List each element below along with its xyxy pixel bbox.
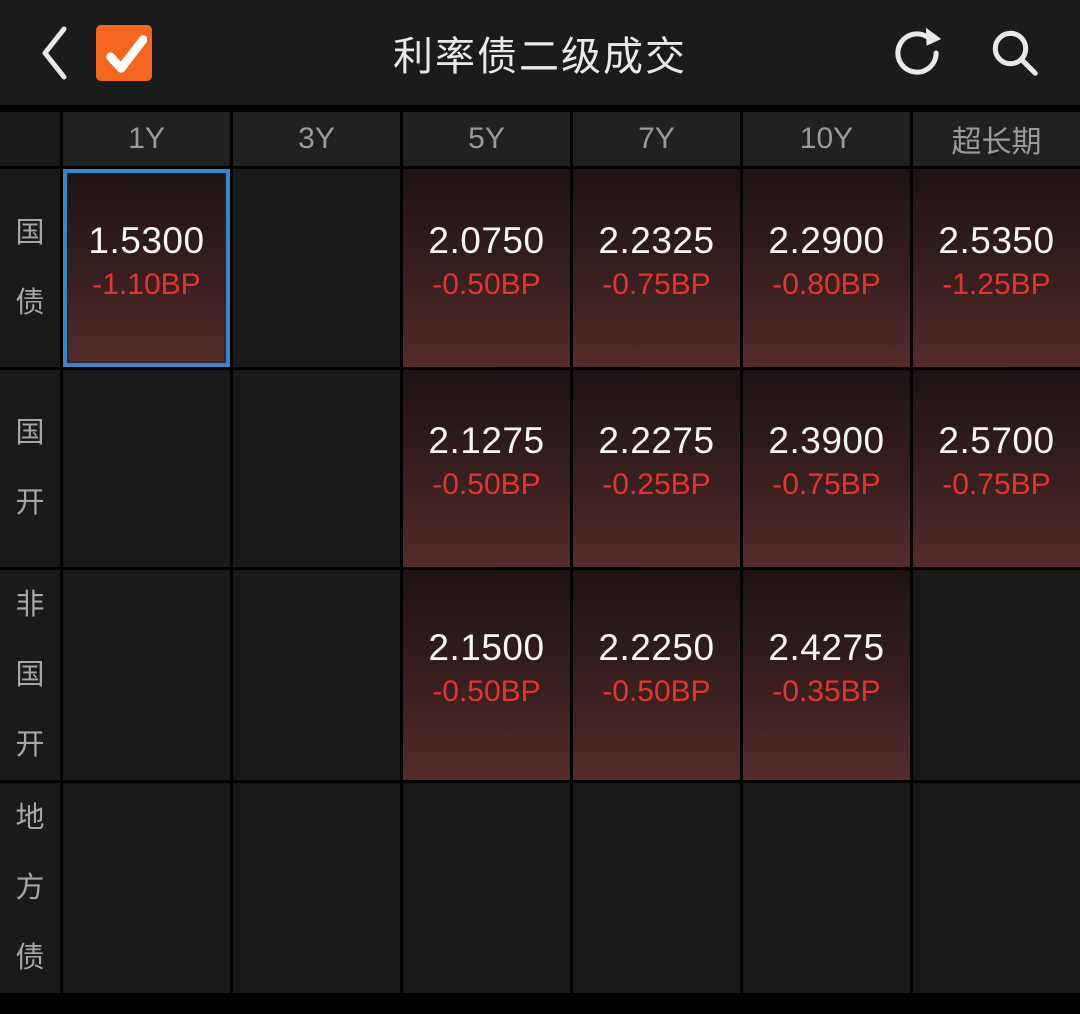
corner-cell bbox=[0, 112, 60, 166]
cell-guozhai-7y[interactable]: 2.2325 -0.75BP bbox=[573, 169, 740, 367]
bp-change: -0.50BP bbox=[432, 468, 541, 502]
bp-change: -0.75BP bbox=[602, 267, 711, 301]
yield-value: 2.2250 bbox=[598, 627, 715, 668]
yield-value: 2.3900 bbox=[768, 420, 885, 462]
cell-difangzhai-ultra-long[interactable] bbox=[913, 783, 1080, 993]
bp-change: -0.50BP bbox=[432, 675, 541, 708]
column-header-1y[interactable]: 1Y bbox=[63, 112, 230, 166]
cell-guokai-1y[interactable] bbox=[63, 369, 230, 567]
cell-guokai-3y[interactable] bbox=[233, 369, 400, 567]
cell-feiguokai-7y[interactable]: 2.2250 -0.50BP bbox=[573, 570, 740, 780]
refresh-icon bbox=[895, 27, 942, 75]
checkmark-icon bbox=[106, 34, 147, 73]
chevron-left-icon bbox=[42, 26, 67, 79]
cell-feiguokai-5y[interactable]: 2.1500 -0.50BP bbox=[403, 570, 570, 780]
bp-change: -0.35BP bbox=[772, 675, 881, 708]
yield-value: 2.2275 bbox=[598, 420, 715, 462]
top-app-bar: 利率债二级成交 bbox=[0, 0, 1080, 105]
bp-change: -0.25BP bbox=[602, 468, 711, 502]
bp-change: -0.75BP bbox=[772, 468, 881, 502]
cell-difangzhai-7y[interactable] bbox=[573, 783, 740, 993]
back-button[interactable] bbox=[34, 23, 74, 83]
cell-guokai-10y[interactable]: 2.3900 -0.75BP bbox=[743, 369, 910, 567]
cell-feiguokai-10y[interactable]: 2.4275 -0.35BP bbox=[743, 570, 910, 780]
bp-change: -0.50BP bbox=[602, 675, 711, 708]
yield-value: 2.4275 bbox=[768, 627, 885, 668]
cell-guozhai-5y[interactable]: 2.0750 -0.50BP bbox=[403, 169, 570, 367]
column-header-ultra-long[interactable]: 超长期 bbox=[913, 112, 1080, 166]
bp-change: -1.25BP bbox=[942, 267, 1051, 301]
cell-difangzhai-3y[interactable] bbox=[233, 783, 400, 993]
cell-difangzhai-5y[interactable] bbox=[403, 783, 570, 993]
cell-feiguokai-3y[interactable] bbox=[233, 570, 400, 780]
yield-value: 2.2325 bbox=[598, 219, 715, 261]
cell-guozhai-10y[interactable]: 2.2900 -0.80BP bbox=[743, 169, 910, 367]
cell-difangzhai-10y[interactable] bbox=[743, 783, 910, 993]
cell-guozhai-3y[interactable] bbox=[233, 169, 400, 367]
yield-value: 2.1500 bbox=[428, 627, 545, 668]
cell-guozhai-1y[interactable]: 1.5300 -1.10BP bbox=[63, 169, 230, 367]
search-icon bbox=[992, 30, 1038, 76]
yield-value: 2.1275 bbox=[428, 420, 545, 462]
column-header-5y[interactable]: 5Y bbox=[403, 112, 570, 166]
cell-guokai-5y[interactable]: 2.1275 -0.50BP bbox=[403, 369, 570, 567]
yield-value: 2.0750 bbox=[428, 219, 545, 261]
row-header-guokai: 国开 bbox=[0, 369, 60, 567]
cell-guozhai-ultra-long[interactable]: 2.5350 -1.25BP bbox=[913, 169, 1080, 367]
cell-guokai-ultra-long[interactable]: 2.5700 -0.75BP bbox=[913, 369, 1080, 567]
yield-value: 2.2900 bbox=[768, 219, 885, 261]
bp-change: -0.80BP bbox=[772, 267, 881, 301]
cell-feiguokai-1y[interactable] bbox=[63, 570, 230, 780]
bp-change: -1.10BP bbox=[92, 267, 201, 301]
yield-value: 2.5700 bbox=[938, 420, 1055, 462]
row-header-guozhai: 国债 bbox=[0, 169, 60, 367]
column-header-3y[interactable]: 3Y bbox=[233, 112, 400, 166]
column-header-10y[interactable]: 10Y bbox=[743, 112, 910, 166]
cell-guokai-7y[interactable]: 2.2275 -0.25BP bbox=[573, 369, 740, 567]
column-header-7y[interactable]: 7Y bbox=[573, 112, 740, 166]
row-header-difangzhai: 地方债 bbox=[0, 783, 60, 993]
row-header-feiguokai: 非国开 bbox=[0, 570, 60, 780]
refresh-button[interactable] bbox=[890, 26, 944, 80]
cell-difangzhai-1y[interactable] bbox=[63, 783, 230, 993]
yield-value: 2.5350 bbox=[938, 219, 1055, 261]
search-button[interactable] bbox=[988, 26, 1042, 80]
cell-feiguokai-ultra-long[interactable] bbox=[913, 570, 1080, 780]
yield-value: 1.5300 bbox=[88, 219, 205, 261]
bp-change: -0.50BP bbox=[432, 267, 541, 301]
bp-change: -0.75BP bbox=[942, 468, 1051, 502]
app-checkmark-icon[interactable] bbox=[96, 24, 152, 81]
bond-yield-grid: 1Y 3Y 5Y 7Y 10Y 超长期 国债 1.5300 -1.10BP 2.0… bbox=[0, 112, 1080, 993]
